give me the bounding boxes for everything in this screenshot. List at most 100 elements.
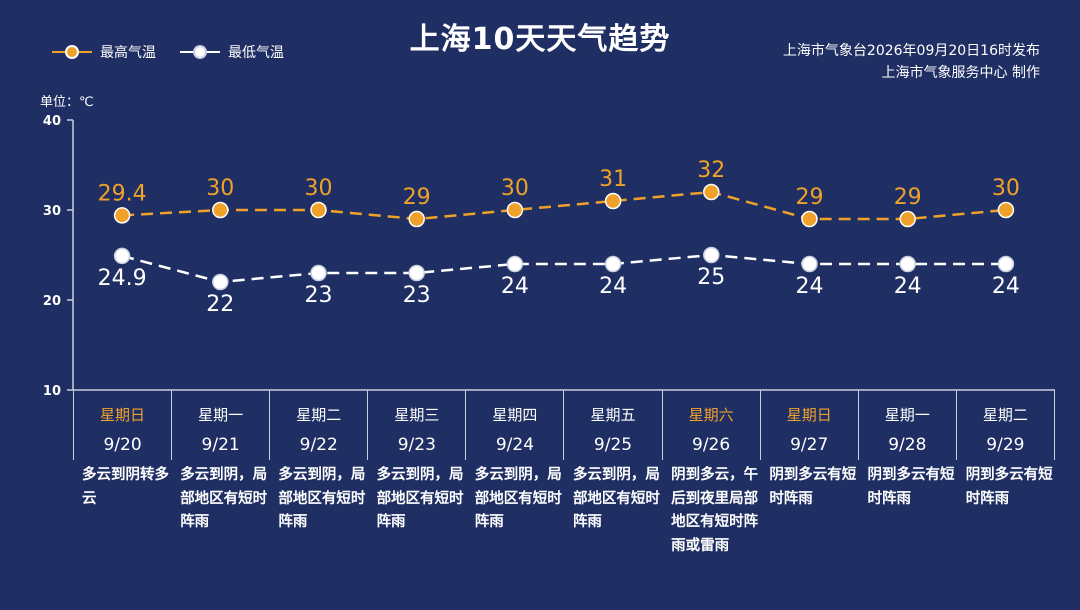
forecast-description: 多云到阴转多云 bbox=[82, 467, 169, 507]
forecast-description: 多云到阴，局部地区有短时阵雨 bbox=[278, 467, 366, 530]
forecast-description: 多云到阴，局部地区有短时阵雨 bbox=[180, 467, 268, 530]
high-temp-label: 29 bbox=[796, 185, 824, 210]
forecast-description: 多云到阴，局部地区有短时阵雨 bbox=[376, 467, 464, 530]
date-cell: 星期一 9/21 bbox=[172, 390, 271, 460]
date-cell: 星期三 9/23 bbox=[368, 390, 467, 460]
forecast-description: 多云到阴，局部地区有短时阵雨 bbox=[572, 467, 660, 530]
high-temp-point bbox=[212, 201, 229, 219]
forecast-description: 多云到阴，局部地区有短时阵雨 bbox=[474, 467, 562, 530]
weekday-label: 星期一 bbox=[198, 406, 244, 424]
low-temp-label: 24 bbox=[796, 274, 824, 299]
unit-label: 单位：℃ bbox=[40, 95, 94, 110]
high-temp-point bbox=[604, 192, 622, 210]
date-cell: 星期二 9/22 bbox=[270, 390, 369, 460]
low-temp-point bbox=[506, 255, 524, 273]
weekday-label: 星期二 bbox=[982, 406, 1028, 424]
forecast-description: 阴到多云有短时阵雨 bbox=[769, 467, 857, 507]
high-temp-marker-icon bbox=[52, 44, 92, 60]
chart-legend: 最高气温 最低气温 bbox=[52, 42, 308, 62]
date-cell: 星期日 9/27 bbox=[761, 390, 859, 460]
high-temp-label: 30 bbox=[992, 176, 1020, 201]
low-temp-label: 24 bbox=[599, 274, 627, 299]
high-temp-point bbox=[997, 201, 1015, 219]
date-label: 9/20 bbox=[103, 435, 142, 455]
low-temp-line bbox=[121, 253, 1006, 284]
date-cell: 星期六 9/26 bbox=[663, 390, 761, 460]
high-temp-label: 30 bbox=[501, 176, 529, 201]
legend-item-low: 最低气温 bbox=[180, 42, 284, 62]
high-temp-point bbox=[506, 201, 524, 219]
date-label: 9/29 bbox=[986, 435, 1025, 455]
high-temp-point bbox=[899, 210, 916, 228]
low-temp-point bbox=[604, 255, 622, 273]
weekday-label: 星期四 bbox=[492, 406, 538, 424]
legend-item-high: 最高气温 bbox=[52, 42, 156, 62]
high-temp-label: 29 bbox=[403, 185, 431, 210]
date-label: 9/27 bbox=[790, 435, 829, 455]
publish-notice: 上海市气象台2026年09月20日16时发布 bbox=[782, 43, 1040, 59]
y-tick-label: 40 bbox=[43, 114, 61, 129]
date-cell: 星期四 9/24 bbox=[466, 390, 565, 460]
low-temp-point bbox=[801, 255, 818, 273]
low-temp-point bbox=[997, 255, 1015, 273]
page-title: 上海10天天气趋势 bbox=[409, 22, 671, 57]
low-temp-point bbox=[310, 264, 327, 282]
weekday-label: 星期五 bbox=[590, 406, 636, 424]
low-temp-point bbox=[703, 246, 720, 264]
date-label: 9/26 bbox=[692, 435, 731, 455]
low-temp-point bbox=[212, 273, 229, 291]
y-tick-label: 30 bbox=[43, 204, 61, 219]
weekday-label: 星期一 bbox=[884, 406, 930, 424]
high-temp-label: 32 bbox=[697, 158, 725, 183]
date-cell: 星期日 9/20 bbox=[73, 390, 173, 460]
date-label: 9/23 bbox=[397, 435, 436, 455]
weekday-label: 星期三 bbox=[394, 406, 440, 424]
forecast-description: 阴到多云，午后到夜里局部地区有短时阵雨或雷雨 bbox=[671, 467, 759, 554]
publisher-info: 上海市气象台2026年09月20日16时发布 上海市气象服务中心 制作 bbox=[783, 40, 1040, 84]
date-label: 9/24 bbox=[495, 435, 535, 455]
low-temp-label: 24.9 bbox=[98, 266, 147, 291]
date-label: 9/25 bbox=[593, 435, 633, 455]
date-cell: 星期二 9/29 bbox=[957, 390, 1055, 460]
high-temp-point bbox=[113, 207, 131, 224]
weekday-label: 星期日 bbox=[786, 406, 832, 424]
low-temp-point bbox=[408, 264, 425, 282]
date-label: 9/21 bbox=[201, 435, 240, 455]
low-temp-point bbox=[899, 255, 916, 273]
date-label: 9/28 bbox=[888, 435, 927, 455]
low-temp-label: 23 bbox=[305, 283, 333, 308]
high-temp-point bbox=[703, 183, 720, 201]
high-temp-line bbox=[122, 190, 1007, 221]
high-temp-label: 29.4 bbox=[98, 181, 147, 206]
high-temp-point bbox=[801, 210, 818, 228]
low-temp-point bbox=[113, 247, 131, 265]
low-temp-label: 24 bbox=[992, 274, 1020, 299]
date-label: 9/22 bbox=[299, 435, 338, 455]
low-temp-label: 24 bbox=[501, 274, 529, 299]
legend-label-low: 最低气温 bbox=[228, 45, 284, 61]
weekday-label: 星期二 bbox=[296, 406, 342, 424]
weekday-label: 星期日 bbox=[100, 406, 146, 424]
date-cell: 星期一 9/28 bbox=[859, 390, 957, 460]
high-temp-label: 30 bbox=[305, 176, 333, 201]
low-temp-label: 22 bbox=[206, 292, 234, 317]
high-temp-point bbox=[310, 201, 327, 219]
forecast-description: 阴到多云有短时阵雨 bbox=[867, 467, 955, 507]
y-tick-label: 20 bbox=[43, 294, 61, 309]
forecast-description: 阴到多云有短时阵雨 bbox=[965, 467, 1053, 507]
legend-label-high: 最高气温 bbox=[100, 45, 156, 61]
producer-credit: 上海市气象服务中心 制作 bbox=[881, 65, 1040, 81]
low-temp-label: 23 bbox=[403, 283, 431, 308]
high-temp-label: 31 bbox=[599, 167, 627, 192]
date-row: 星期日 9/20 星期一 9/21 星期二 9/22 星期三 9/23 星期四 9/24 星期五 9/… bbox=[73, 390, 1055, 460]
low-temp-marker-icon bbox=[180, 44, 220, 60]
weekday-label: 星期六 bbox=[688, 406, 734, 424]
high-temp-point bbox=[408, 210, 425, 228]
y-tick-label: 10 bbox=[43, 384, 61, 399]
date-cell: 星期五 9/25 bbox=[564, 390, 663, 460]
low-temp-label: 25 bbox=[697, 265, 725, 290]
forecast-descriptions: 多云到阴转多云 多云到阴，局部地区有短时阵雨 多云到阴，局部地区有短时阵雨 多云到阴，… bbox=[78, 464, 1060, 558]
high-temp-label: 30 bbox=[206, 176, 234, 201]
high-temp-label: 29 bbox=[894, 185, 922, 210]
